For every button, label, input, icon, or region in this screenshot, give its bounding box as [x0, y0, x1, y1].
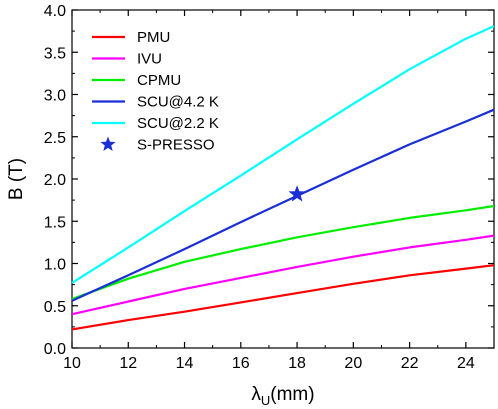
legend-star-icon	[100, 136, 116, 151]
legend-label: SCU@2.2 K	[137, 115, 219, 132]
point-marks	[288, 185, 306, 202]
x-tick-label: 22	[401, 355, 419, 372]
y-tick-label: 4.0	[44, 3, 66, 20]
series-line-scu-2-2-k	[71, 25, 495, 284]
legend-label: IVU	[137, 51, 162, 68]
y-tick-label: 1.5	[44, 214, 66, 231]
x-tick-label: 24	[457, 355, 475, 372]
legend-label: S-PRESSO	[137, 137, 215, 154]
legend-label: SCU@4.2 K	[137, 94, 219, 111]
x-tick-label: 12	[119, 355, 137, 372]
y-tick-label: 3.0	[44, 88, 66, 105]
plot-frame	[71, 9, 495, 349]
legend: PMU IVU CPMU SCU@4.2 K SCU@2.2 K S-PRESSO	[92, 29, 219, 154]
x-axis-title-unit: (mm)	[270, 384, 314, 405]
legend-label: PMU	[137, 29, 170, 46]
x-axis-title: λU(mm)	[251, 384, 314, 408]
series-lines	[71, 25, 495, 331]
y-tick-label: 2.5	[44, 130, 66, 147]
x-tick-label: 14	[176, 355, 194, 372]
star-marker-s-presso	[288, 185, 306, 202]
x-tick-label: 18	[288, 355, 306, 372]
x-tick-label: 10	[63, 355, 81, 372]
y-axis-title: B (T)	[6, 158, 27, 200]
y-tick-label: 0.0	[44, 341, 66, 358]
x-axis-title-main: λ	[251, 384, 261, 405]
plot-area	[71, 9, 495, 349]
x-axis: 10 12 14 16 18 20 22 24	[63, 10, 475, 372]
legend-label: CPMU	[137, 72, 181, 89]
x-tick-label: 16	[232, 355, 250, 372]
y-axis: 0.0 0.5 1.0 1.5 2.0 2.5 3.0 3.5 4.0	[44, 3, 494, 358]
y-tick-label: 2.0	[44, 172, 66, 189]
series-line-pmu	[71, 264, 495, 331]
series-line-cpmu	[71, 204, 495, 301]
x-tick-label: 20	[344, 355, 362, 372]
x-axis-title-subscript: U	[261, 393, 270, 408]
y-tick-label: 0.5	[44, 299, 66, 316]
y-tick-label: 3.5	[44, 45, 66, 62]
series-line-ivu	[71, 234, 495, 316]
y-tick-label: 1.0	[44, 257, 66, 274]
